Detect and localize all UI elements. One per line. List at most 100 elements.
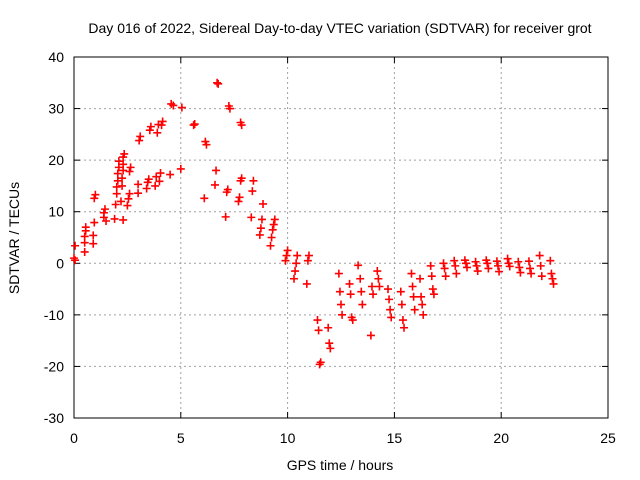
data-point [335,287,344,296]
data-point [484,264,493,273]
data-point [429,290,438,299]
data-point [387,313,396,322]
x-tick-label: 20 [493,430,509,446]
y-tick-label: 40 [48,49,64,65]
data-point [234,197,243,206]
data-point [398,316,407,325]
data-point [416,274,425,283]
data-point [373,267,382,276]
data-point [293,251,302,260]
data-point [268,225,277,234]
data-point [134,180,143,189]
data-point [113,176,122,185]
data-point [441,272,450,281]
data-point [451,261,460,270]
data-point [155,177,164,186]
y-tick-label: 10 [48,204,64,220]
data-point [259,199,268,208]
data-point [396,287,405,296]
data-point [102,216,111,225]
y-tick-label: 30 [48,101,64,117]
data-point [89,239,98,248]
data-point [123,201,132,210]
data-point [452,269,461,278]
data-point [366,331,375,340]
data-point [177,103,186,112]
data-point [283,246,292,255]
data-point [111,200,120,209]
data-point [324,323,333,332]
data-point [547,269,556,278]
data-point [235,193,244,202]
x-tick-label: 25 [600,430,616,446]
data-point [450,256,459,265]
data-point [374,274,383,283]
x-tick-label: 15 [387,430,403,446]
data-points [70,78,558,369]
data-point [100,205,109,214]
data-point [80,247,89,256]
data-point [110,214,119,223]
data-point [536,261,545,270]
data-point [91,190,100,199]
data-point [461,259,470,268]
data-point [257,215,266,224]
data-point [303,256,312,265]
data-point [383,285,392,294]
data-point [397,300,406,309]
data-point [158,117,167,126]
data-point [492,257,501,266]
data-point [356,274,365,283]
grid-lines [74,57,608,418]
data-point [314,326,323,335]
data-point [112,189,121,198]
data-point [472,261,481,270]
data-point [526,264,535,273]
data-point [213,78,222,87]
data-point [426,261,435,270]
data-point [225,104,234,113]
data-point [419,310,428,319]
data-point [135,136,144,145]
data-point [146,122,155,131]
data-point [417,292,426,301]
data-point [267,233,276,242]
data-point [144,175,153,184]
data-point [119,215,128,224]
data-point [326,344,335,353]
data-point [346,290,355,299]
data-point [348,316,357,325]
data-point [292,259,301,268]
data-point [237,121,246,130]
data-point [514,257,523,266]
data-point [281,256,290,265]
data-point [313,316,322,325]
data-point [152,172,161,181]
data-point [81,223,90,232]
data-point [358,300,367,309]
y-axis-label: SDTVAR / TECUs [6,182,22,294]
data-point [125,167,134,176]
data-point [440,264,449,273]
data-point [200,194,209,203]
x-axis-label: GPS time / hours [287,457,394,473]
data-point [99,208,108,217]
data-point [119,160,128,169]
data-point [400,323,409,332]
data-point [134,189,143,198]
data-point [302,279,311,288]
data-point [345,279,354,288]
data-point [266,241,275,250]
data-point [270,215,279,224]
data-point [249,176,258,185]
data-point [290,274,299,283]
data-point [166,170,175,179]
data-point [515,263,524,272]
data-point [357,287,366,296]
data-point [338,310,347,319]
data-point [153,128,162,137]
data-point [223,185,232,194]
data-point [537,272,546,281]
data-point [151,181,160,190]
